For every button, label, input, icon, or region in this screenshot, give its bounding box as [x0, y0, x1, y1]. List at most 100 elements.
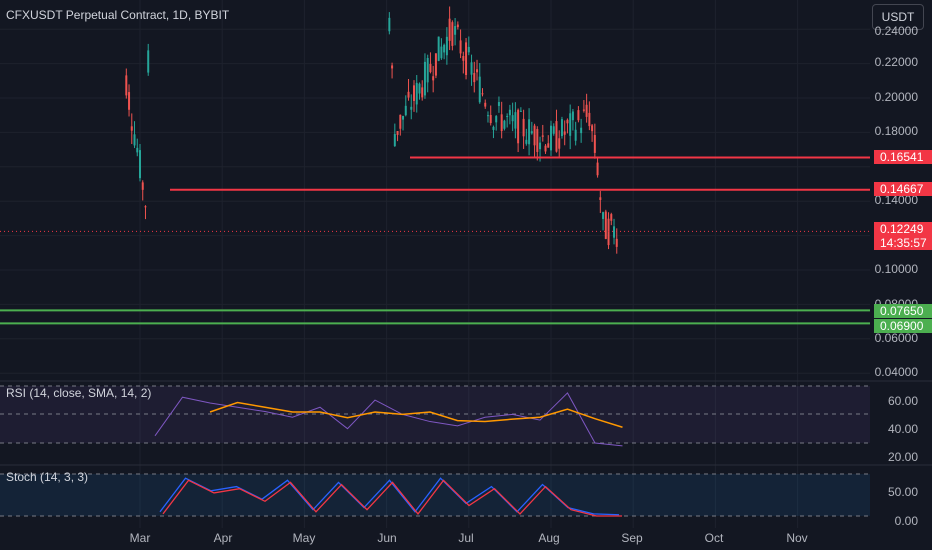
candle — [610, 214, 613, 221]
last-price-tag: 0.12249 — [874, 222, 932, 236]
stoch-d-line — [162, 479, 622, 517]
candle — [536, 129, 539, 152]
candle — [596, 162, 599, 176]
candle — [525, 139, 528, 144]
rsi-tick: 40.00 — [887, 422, 918, 436]
level-tag: 0.16541 — [874, 150, 932, 164]
candle — [418, 83, 421, 94]
candle — [415, 82, 418, 105]
candle — [495, 116, 498, 123]
candle — [421, 87, 424, 98]
x-tick: Jun — [377, 531, 397, 545]
chart-title: CFXUSDT Perpetual Contract, 1D, BYBIT — [6, 8, 230, 22]
candle — [519, 110, 522, 112]
candle — [423, 61, 426, 96]
price-tick: 0.20000 — [874, 90, 918, 104]
candle — [503, 120, 506, 129]
candle — [563, 131, 566, 135]
candle — [569, 113, 572, 136]
candle — [462, 55, 465, 61]
candle — [393, 134, 396, 147]
candle — [413, 85, 415, 101]
x-tick: Sep — [621, 531, 643, 545]
candle — [552, 126, 555, 134]
candle — [473, 72, 476, 83]
candle — [451, 22, 454, 46]
x-tick: May — [292, 531, 316, 545]
candle — [459, 40, 462, 54]
candle — [432, 76, 435, 81]
price-tick: 0.14000 — [874, 193, 918, 207]
candle — [448, 18, 451, 41]
candle — [443, 44, 446, 53]
level-tag: 0.06900 — [874, 319, 932, 333]
stoch-tick: 0.00 — [894, 514, 918, 528]
candle — [391, 65, 394, 69]
x-tick: Aug — [538, 531, 560, 545]
candle — [429, 63, 432, 73]
candle — [410, 106, 413, 110]
candle — [550, 125, 552, 151]
currency-button[interactable]: USDT — [872, 4, 924, 30]
candle — [399, 114, 402, 129]
candle — [566, 119, 569, 124]
candle — [456, 24, 459, 28]
candle — [615, 238, 618, 247]
candle — [486, 115, 489, 117]
candle — [125, 75, 128, 96]
candle — [484, 102, 487, 107]
stoch-band — [0, 474, 870, 516]
stoch-k-line — [159, 477, 620, 516]
stoch-tick: 50.00 — [887, 485, 918, 499]
candle — [602, 212, 605, 219]
candle — [506, 116, 509, 118]
rsi-tick: 60.00 — [887, 394, 918, 408]
candle — [147, 50, 150, 73]
candle — [407, 91, 410, 98]
candle — [530, 131, 533, 134]
candle — [585, 104, 588, 117]
stoch-title: Stoch (14, 3, 3) — [6, 470, 89, 484]
x-tick: Mar — [129, 531, 151, 545]
candle — [481, 93, 484, 95]
candle — [454, 26, 457, 35]
candle — [396, 131, 399, 135]
candle — [437, 36, 440, 61]
candle — [544, 145, 547, 152]
price-tick: 0.04000 — [874, 365, 918, 379]
candle — [528, 119, 531, 145]
candle — [440, 46, 443, 59]
candle — [555, 121, 558, 152]
candle — [547, 143, 550, 148]
candle — [426, 57, 429, 83]
x-tick: Nov — [786, 531, 808, 545]
candle — [404, 105, 407, 116]
rsi-ma-line — [209, 401, 623, 428]
countdown-tag: 14:35:57 — [874, 236, 932, 250]
candle — [599, 197, 602, 200]
candle — [136, 147, 139, 153]
candle — [470, 62, 473, 75]
candle — [558, 138, 561, 149]
rsi-title: RSI (14, close, SMA, 14, 2) — [6, 386, 152, 400]
candle — [139, 150, 141, 179]
candle — [580, 127, 583, 134]
candle — [588, 112, 591, 127]
candle — [434, 53, 437, 76]
candle — [388, 17, 391, 32]
candle — [133, 134, 136, 146]
candle — [593, 134, 596, 153]
candle — [607, 218, 610, 246]
candle — [467, 46, 470, 53]
candle — [508, 109, 511, 116]
candle — [465, 42, 468, 76]
candle — [591, 125, 594, 132]
candle — [539, 142, 542, 150]
candle — [577, 110, 580, 121]
candle — [478, 76, 481, 103]
candle — [128, 92, 131, 110]
x-tick: Jul — [458, 531, 474, 545]
candle — [497, 102, 500, 106]
price-tick: 0.22000 — [874, 55, 918, 69]
